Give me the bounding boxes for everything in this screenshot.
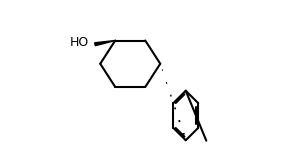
Polygon shape [95, 40, 115, 46]
Text: HO: HO [70, 36, 89, 48]
